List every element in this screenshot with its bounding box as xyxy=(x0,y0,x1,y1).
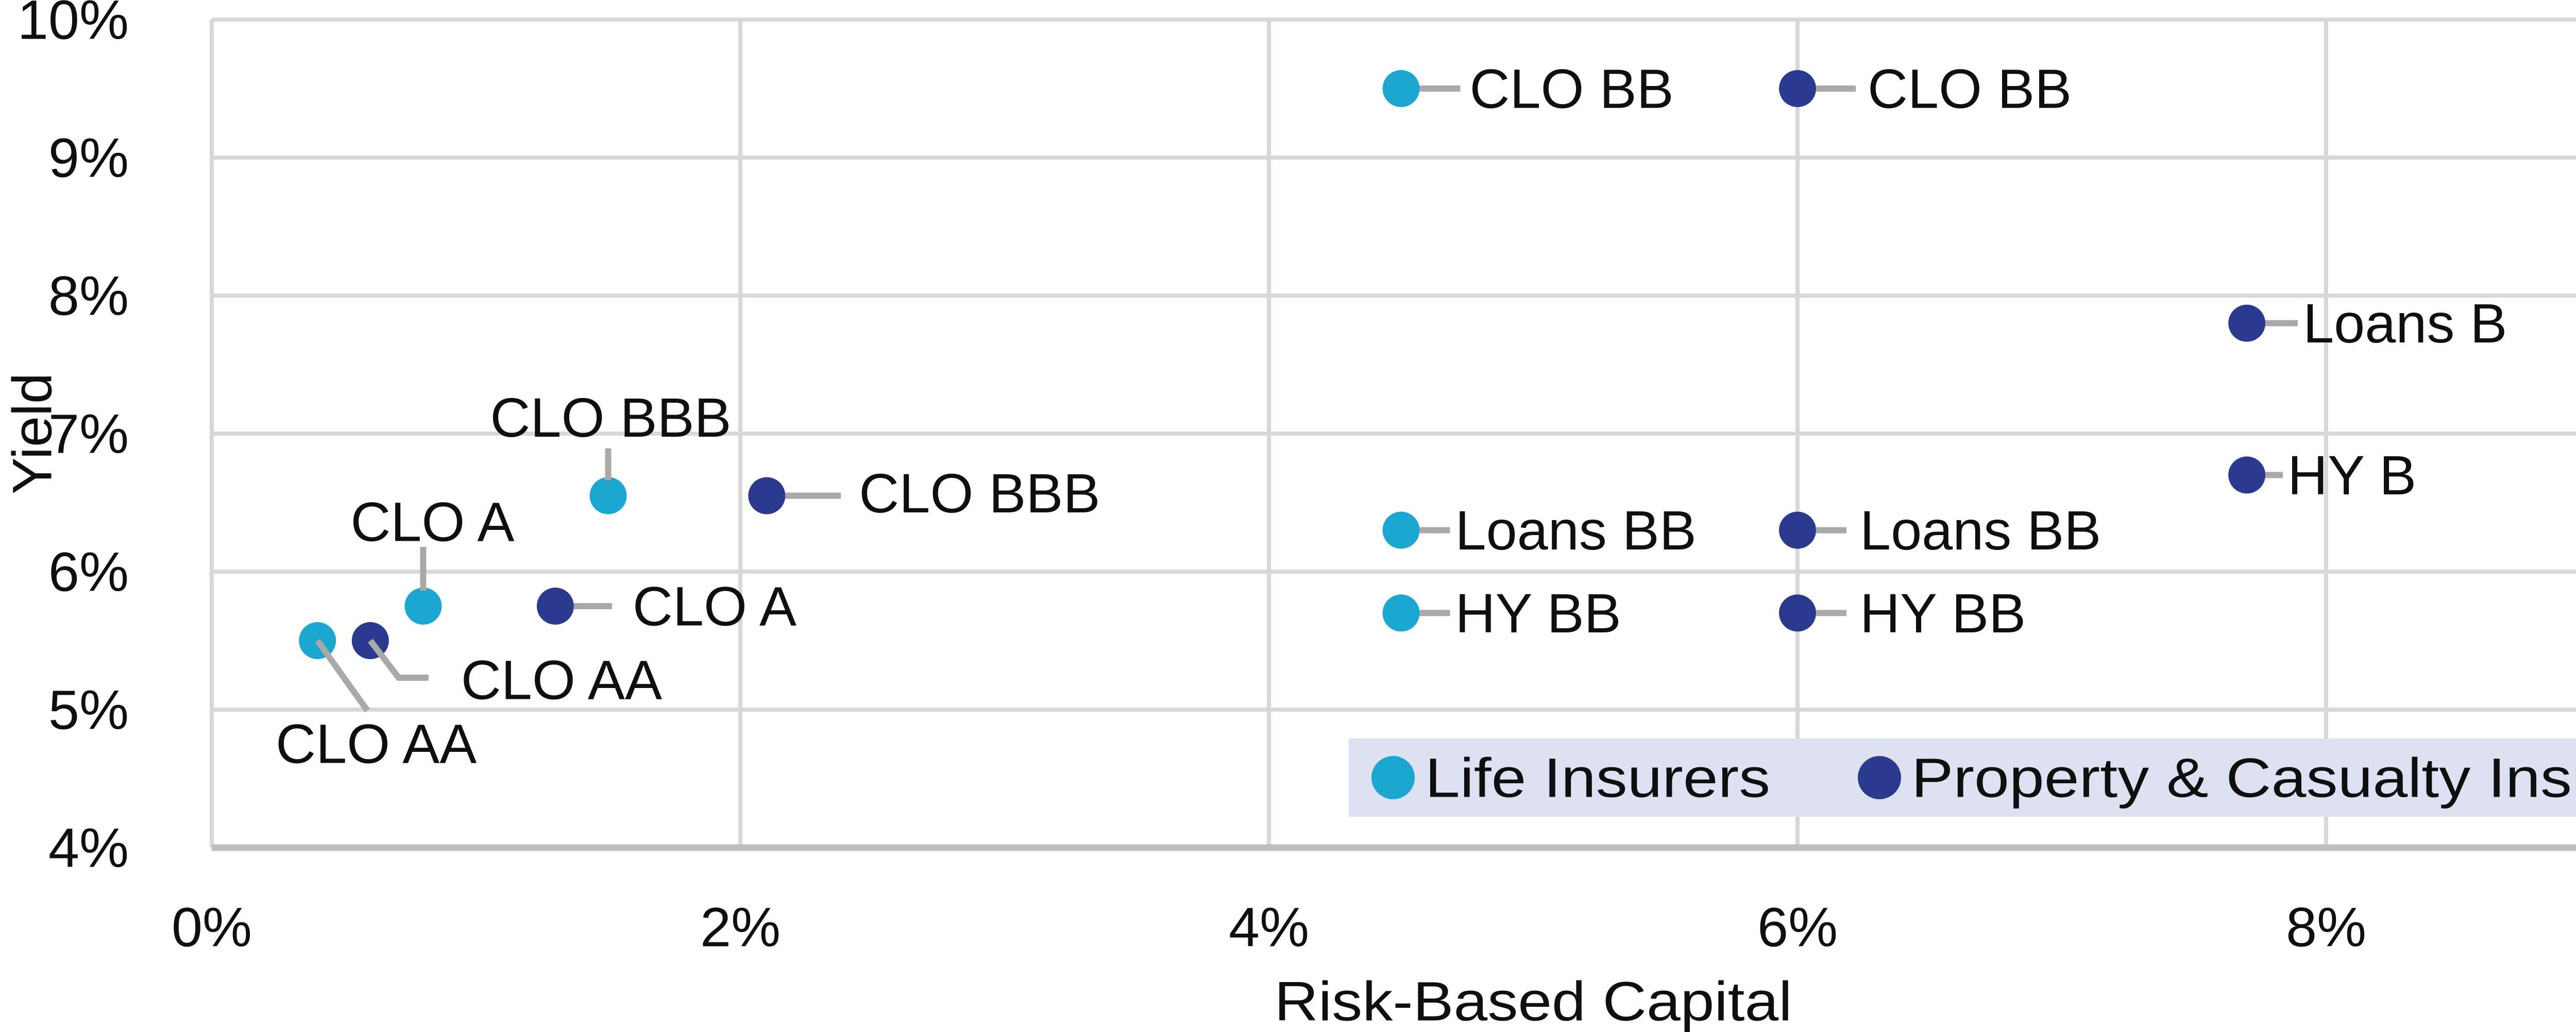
point-label-life-insurers-clo-a: CLO A xyxy=(350,491,514,553)
legend-label-property-casualty-insurers: Property & Casualty Insurers xyxy=(1911,747,2576,809)
point-label-property-casualty-insurers-hy-b: HY B xyxy=(2287,444,2416,506)
point-property-casualty-insurers-hy-b xyxy=(2228,456,2266,494)
point-property-casualty-insurers-clo-a xyxy=(536,588,574,625)
point-label-life-insurers-clo-aa: CLO AA xyxy=(276,713,477,775)
point-life-insurers-loans-bb xyxy=(1382,511,1420,549)
legend-marker-property-casualty-insurers-icon xyxy=(1858,756,1901,799)
y-tick-label-9: 9% xyxy=(48,127,129,189)
point-life-insurers-hy-bb xyxy=(1382,594,1420,632)
y-tick-label-10: 10% xyxy=(18,0,129,51)
point-life-insurers-clo-bb xyxy=(1382,70,1420,107)
y-tick-label-8: 8% xyxy=(48,265,129,327)
point-label-property-casualty-insurers-loans-b: Loans B xyxy=(2303,292,2507,354)
x-tick-label-4: 4% xyxy=(1229,896,1309,958)
point-label-life-insurers-clo-bb: CLO BB xyxy=(1470,58,1674,120)
legend: Life Insurers Property & Casualty Insurer… xyxy=(1349,738,2576,817)
y-tick-label-5: 5% xyxy=(48,679,129,741)
leader-line-property-casualty-insurers-clo-aa xyxy=(368,639,429,681)
x-tick-label-2: 2% xyxy=(700,896,781,958)
point-property-casualty-insurers-hy-bb xyxy=(1779,594,1816,632)
point-label-property-casualty-insurers-clo-bbb: CLO BBB xyxy=(859,462,1100,524)
x-axis-title: Risk-Based Capital xyxy=(1275,970,1792,1032)
legend-marker-life-insurers-icon xyxy=(1371,756,1415,799)
point-label-property-casualty-insurers-clo-bb: CLO BB xyxy=(1868,58,2072,120)
point-label-life-insurers-loans-bb: Loans BB xyxy=(1455,499,1697,561)
x-tick-label-0: 0% xyxy=(172,896,252,958)
point-label-life-insurers-hy-bb: HY BB xyxy=(1455,582,1621,644)
leader-lines xyxy=(315,85,2298,713)
x-tick-label-6: 6% xyxy=(1757,896,1838,958)
y-tick-label-6: 6% xyxy=(48,541,129,603)
point-life-insurers-clo-a xyxy=(404,588,442,625)
y-tick-label-7: 7% xyxy=(48,403,129,465)
legend-label-life-insurers: Life Insurers xyxy=(1425,747,1770,809)
point-property-casualty-insurers-clo-bbb xyxy=(748,477,786,514)
point-label-property-casualty-insurers-hy-bb: HY BB xyxy=(1860,582,2026,644)
x-tick-label-8: 8% xyxy=(2286,896,2366,958)
point-label-property-casualty-insurers-clo-a: CLO A xyxy=(633,575,796,638)
y-tick-label-4: 4% xyxy=(48,817,129,879)
gridlines xyxy=(210,18,2576,851)
point-life-insurers-clo-bbb xyxy=(589,477,627,514)
legend-background xyxy=(1349,738,2576,817)
point-property-casualty-insurers-clo-bb xyxy=(1779,70,1816,107)
point-label-life-insurers-clo-bbb: CLO BBB xyxy=(490,386,731,449)
leader-line-life-insurers-clo-aa xyxy=(315,639,370,713)
point-labels: CLO AA CLO A CLO BBB CLO BB Loans BB HY BB Loa… xyxy=(276,58,2507,775)
y-axis-title: Yield xyxy=(1,373,63,494)
point-label-property-casualty-insurers-loans-bb: Loans BB xyxy=(1860,499,2101,561)
point-property-casualty-insurers-loans-bb xyxy=(1779,511,1816,549)
point-label-property-casualty-insurers-clo-aa: CLO AA xyxy=(461,649,662,711)
tick-labels: 4%5%6%7%8%9%10%0%2%4%6%8%10% xyxy=(18,0,2366,958)
point-property-casualty-insurers-loans-b xyxy=(2228,304,2266,342)
